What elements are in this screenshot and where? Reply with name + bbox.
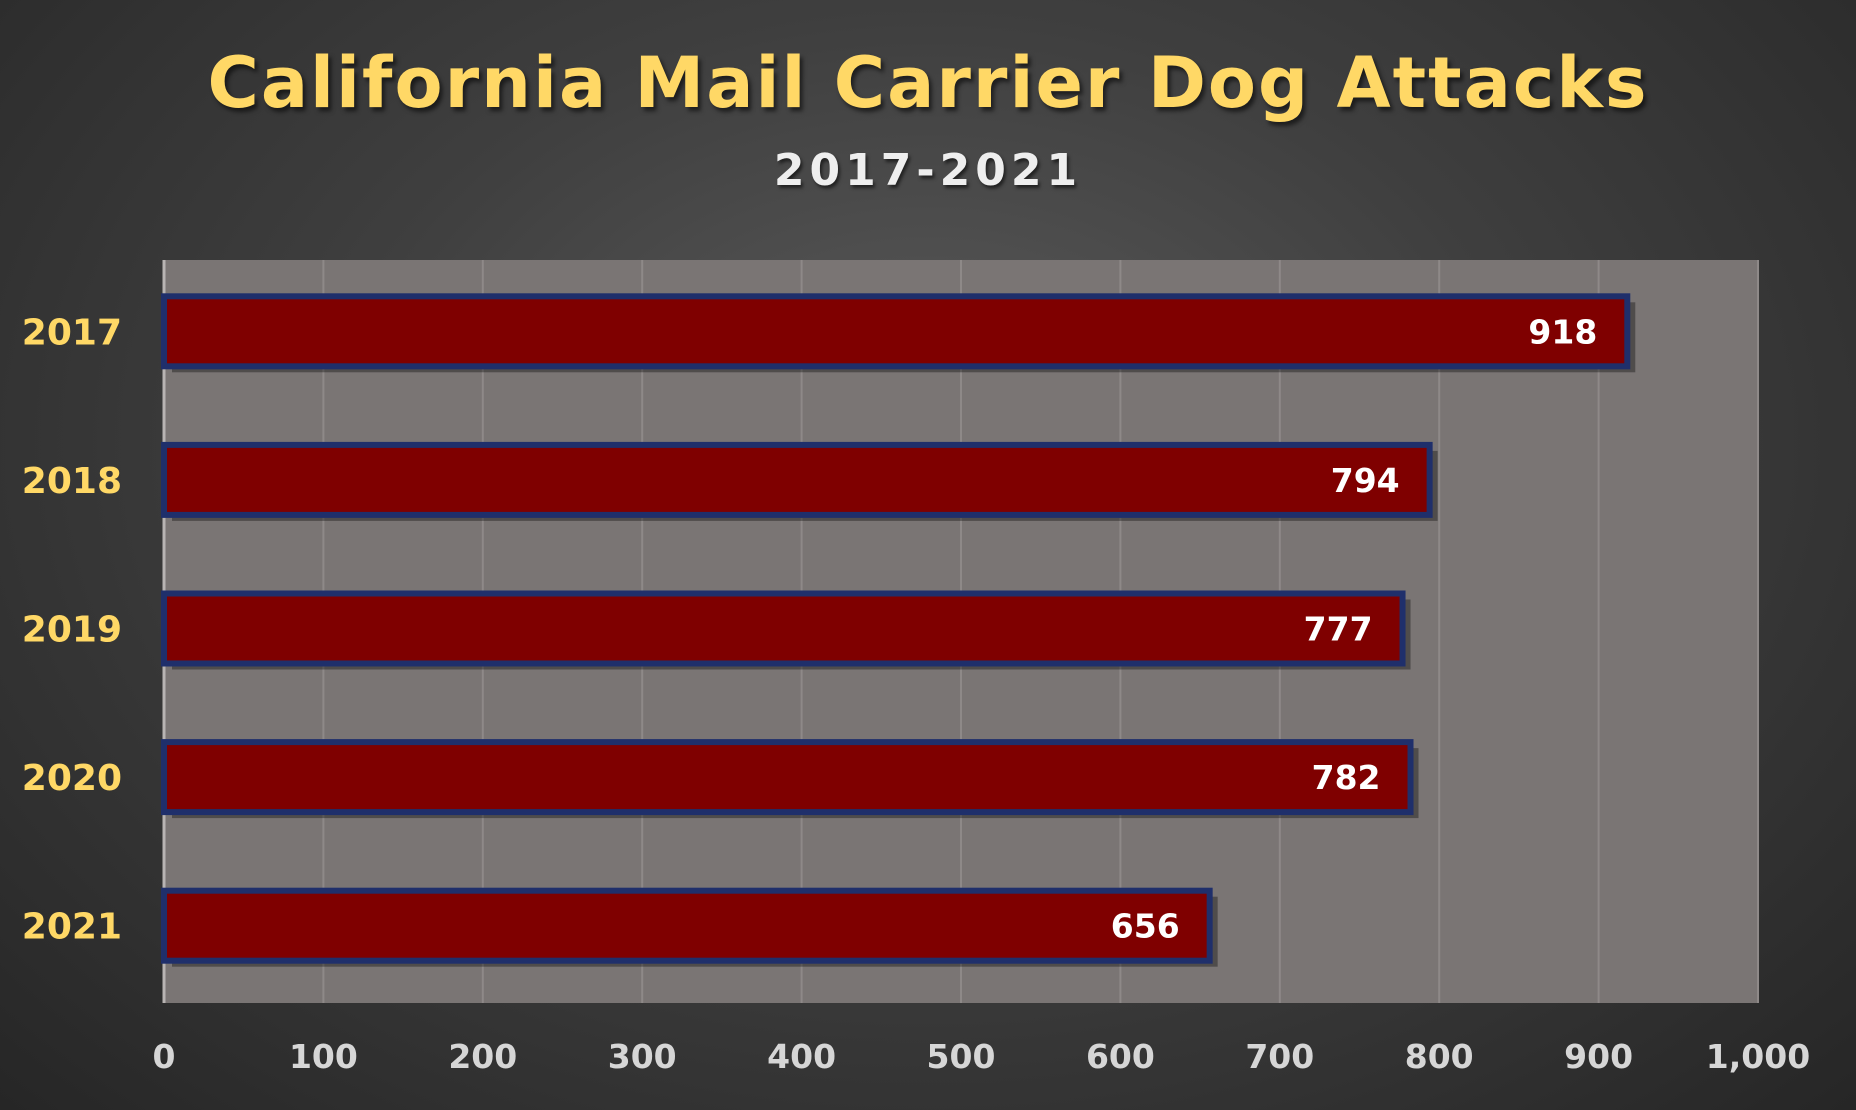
x-tick-label: 900	[1564, 1037, 1633, 1076]
x-tick-label: 200	[448, 1037, 517, 1076]
category-label-2020: 2020	[22, 758, 122, 799]
bar-2018	[161, 441, 1433, 518]
category-label-2021: 2021	[22, 907, 122, 948]
data-label-2017: 918	[1528, 312, 1597, 351]
x-tick-label: 300	[608, 1037, 677, 1076]
chart-title: California Mail Carrier Dog Attacks	[207, 42, 1649, 124]
data-label-2021: 656	[1111, 907, 1180, 946]
x-tick-label: 100	[289, 1037, 358, 1076]
x-tick-label: 600	[1086, 1037, 1155, 1076]
x-tick-label: 500	[927, 1037, 996, 1076]
data-label-2019: 777	[1304, 610, 1373, 649]
category-labels: 2017 2018 2019 2020 2021	[22, 312, 122, 947]
data-label-2020: 782	[1312, 758, 1381, 797]
bar-2017	[161, 293, 1631, 370]
bar-2021	[161, 887, 1213, 964]
x-axis-tick-labels: 0 100 200 300 400 500 600 700 800 900 1,000	[153, 1037, 1811, 1076]
category-label-2018: 2018	[22, 461, 122, 502]
x-tick-label: 800	[1405, 1037, 1474, 1076]
bars: 918 794 777 782 656	[161, 293, 1636, 967]
category-label-2019: 2019	[22, 610, 122, 651]
bar-2019	[161, 590, 1406, 667]
x-tick-label: 0	[153, 1037, 176, 1076]
category-label-2017: 2017	[22, 312, 122, 353]
x-tick-label: 700	[1245, 1037, 1314, 1076]
chart-subtitle: 2017-2021	[773, 145, 1083, 196]
x-tick-label: 1,000	[1706, 1037, 1810, 1076]
x-tick-label: 400	[767, 1037, 836, 1076]
data-label-2018: 794	[1331, 461, 1400, 500]
bar-2020	[161, 739, 1414, 816]
